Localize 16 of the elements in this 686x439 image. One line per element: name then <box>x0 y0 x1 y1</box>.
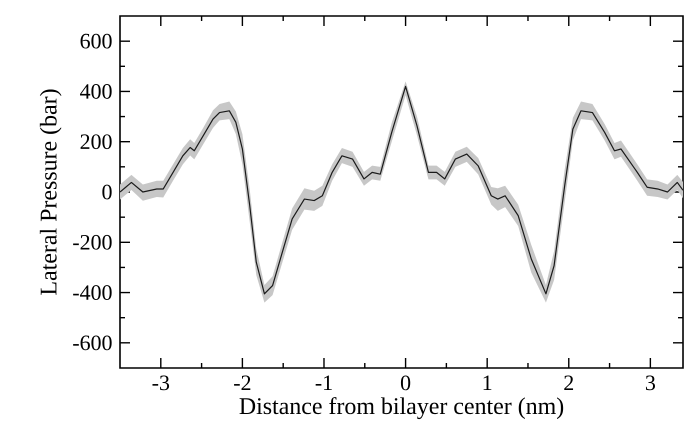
x-tick-label: -3 <box>152 376 170 390</box>
x-tick-label: -2 <box>234 376 250 390</box>
x-tick-label: 1 <box>484 376 492 390</box>
y-axis-title: Lateral Pressure (bar) <box>40 89 62 295</box>
y-tick-label: -200 <box>73 234 112 250</box>
x-tick-label: -1 <box>316 376 332 390</box>
y-tick-label: -400 <box>73 285 112 300</box>
y-tick-label: 0 <box>102 184 112 200</box>
x-axis-title: Distance from bilayer center (nm) <box>240 397 564 420</box>
x-tick-label: 2 <box>564 376 574 390</box>
x-tick-label: 3 <box>646 376 655 390</box>
y-tick-label: -600 <box>73 335 112 350</box>
y-tick-label: 200 <box>80 134 112 150</box>
y-tick-label: 400 <box>80 84 112 99</box>
x-tick-label: 0 <box>400 376 410 390</box>
y-tick-label: 600 <box>80 34 112 49</box>
